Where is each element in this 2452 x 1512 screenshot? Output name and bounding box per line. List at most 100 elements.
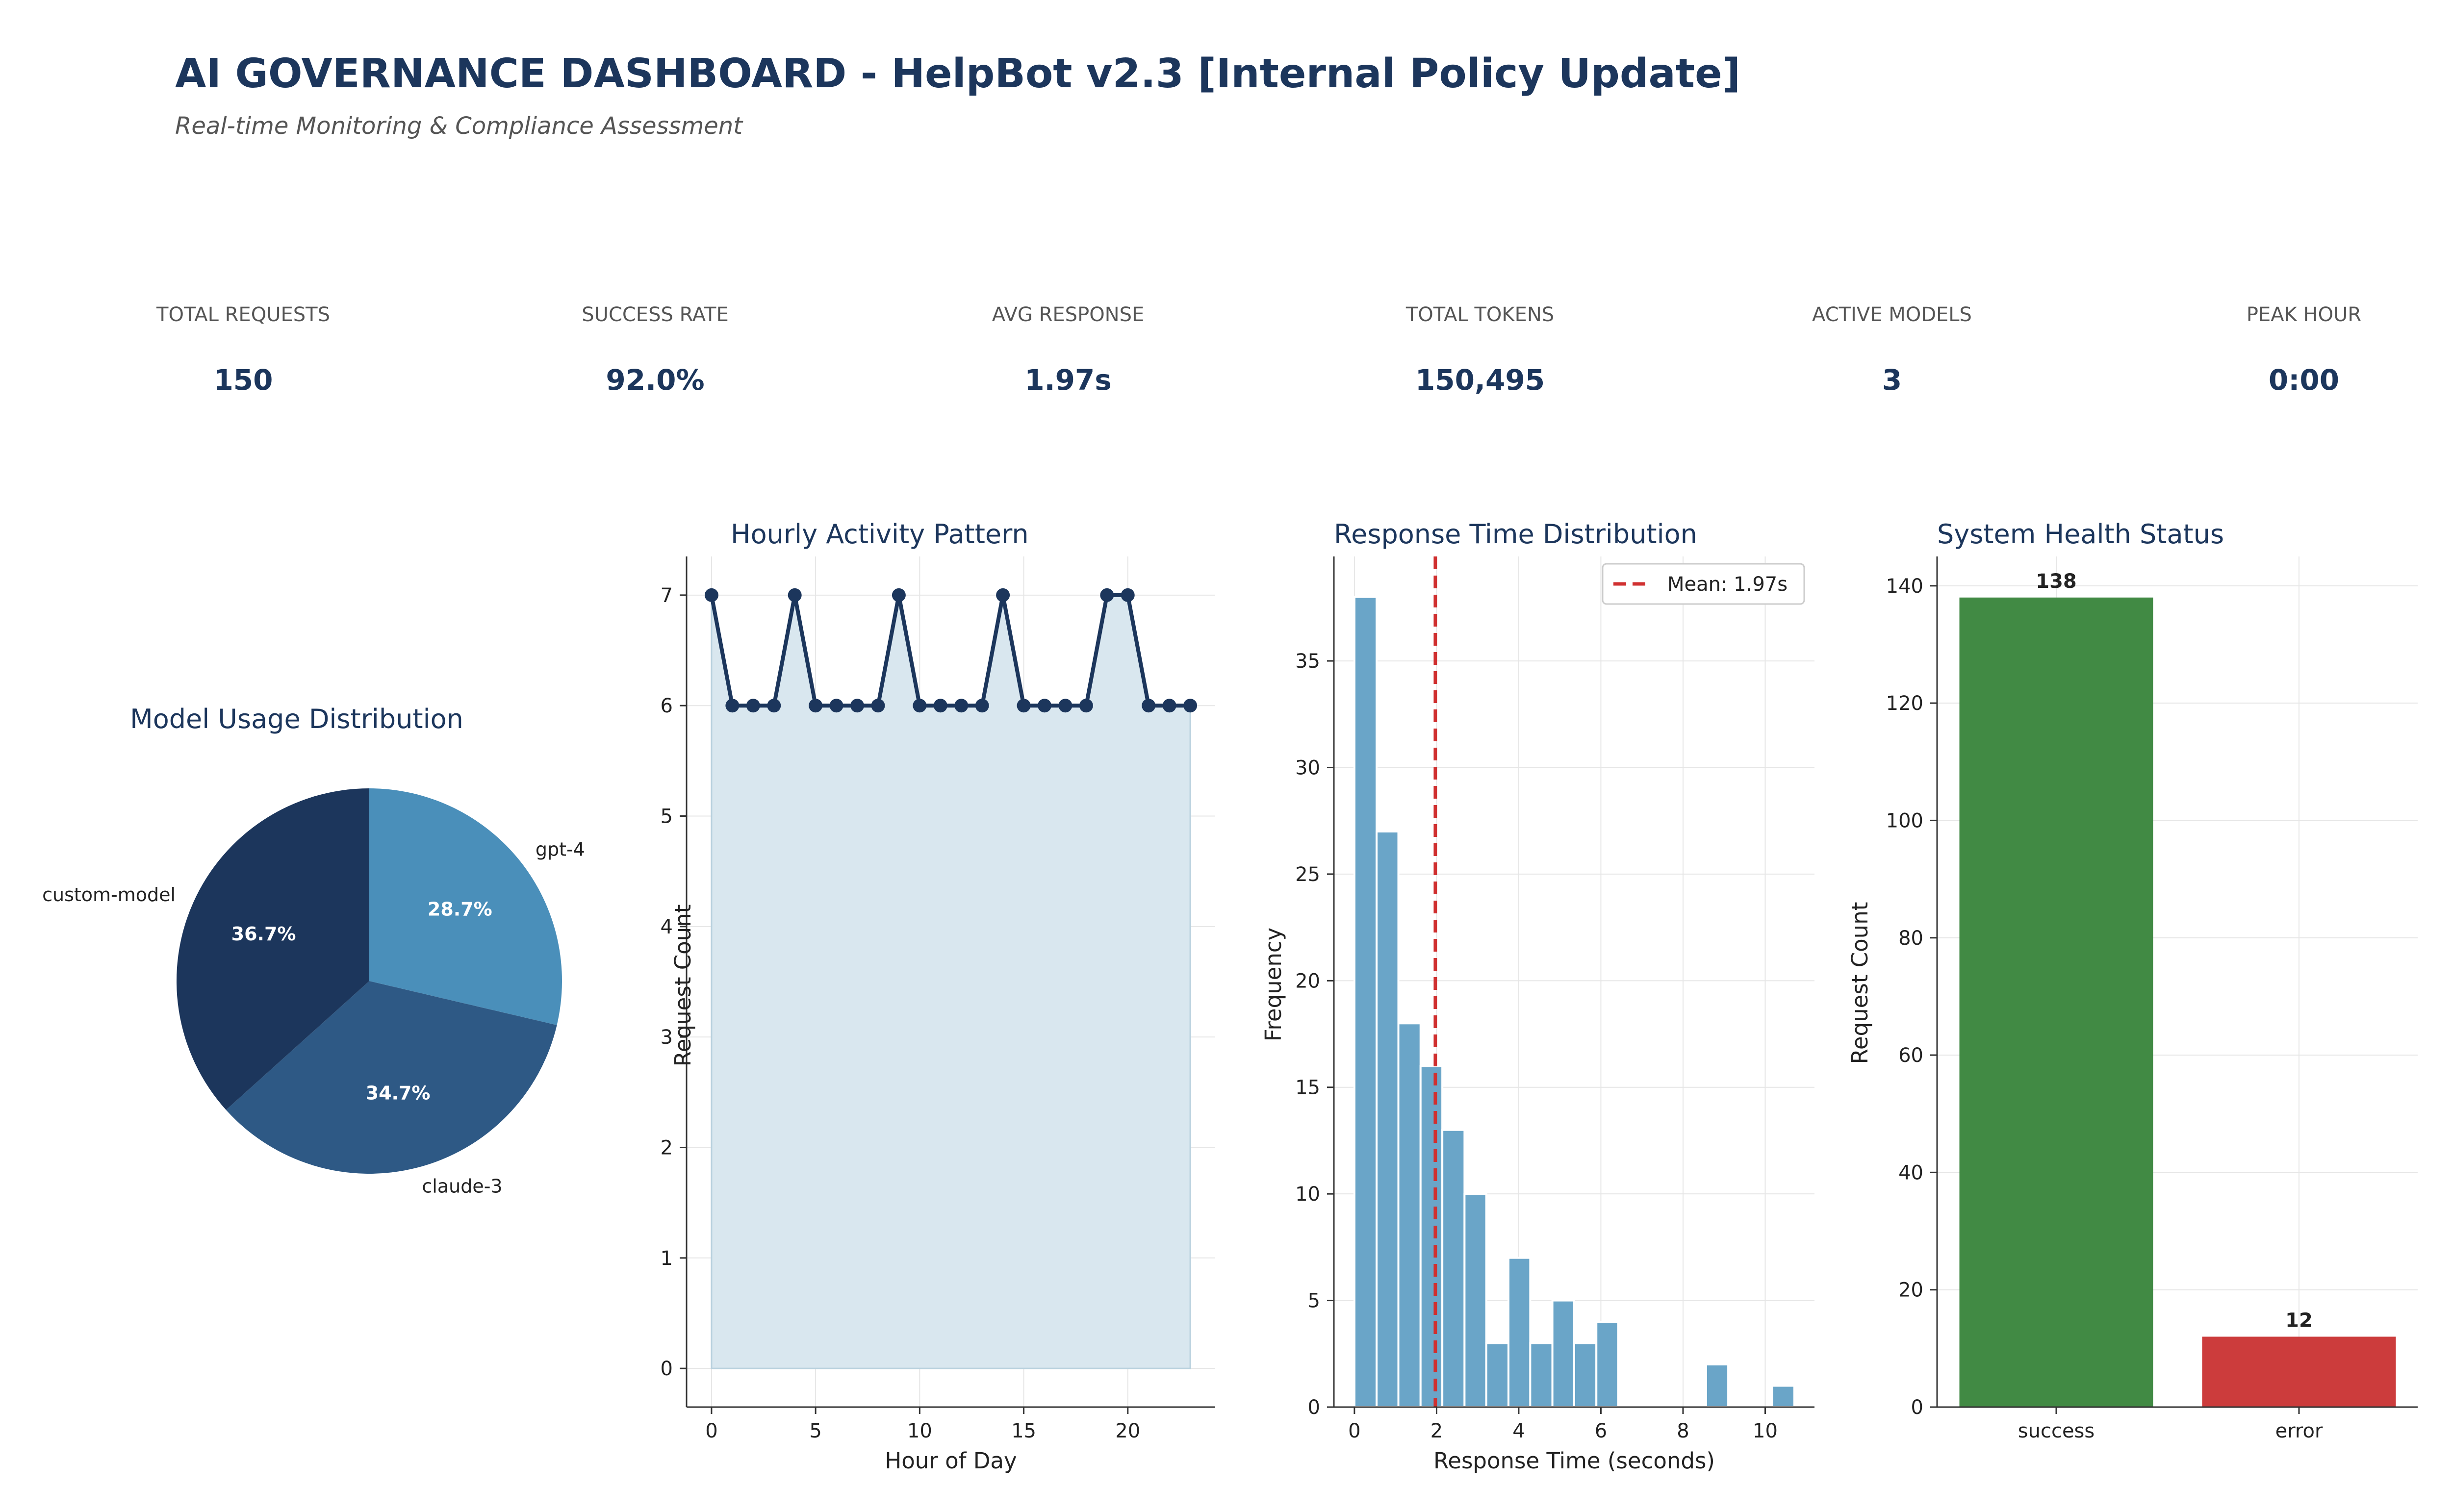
kpi-label: AVG RESPONSE xyxy=(992,303,1145,326)
kpi-label: SUCCESS RATE xyxy=(582,303,728,326)
y-tick-label: 0 xyxy=(661,1358,673,1380)
data-point xyxy=(913,699,927,713)
legend-box xyxy=(1602,563,1805,605)
kpi-label: TOTAL TOKENS xyxy=(1405,303,1554,326)
data-point xyxy=(892,588,906,602)
histogram-bar xyxy=(1771,1385,1795,1409)
bar-value-label: 12 xyxy=(2285,1309,2313,1332)
kpi-value: 0:00 xyxy=(2269,363,2339,397)
y-axis-label: Request Count xyxy=(670,905,696,1067)
kpi-value: 150,495 xyxy=(1415,363,1545,397)
pie-slice-custom-model xyxy=(177,788,369,1110)
y-tick-label: 10 xyxy=(1295,1183,1320,1206)
kpi-label: TOTAL REQUESTS xyxy=(156,303,330,326)
x-tick-label: 2 xyxy=(1430,1420,1443,1442)
y-tick-label: 20 xyxy=(1295,970,1320,992)
x-tick-label: 0 xyxy=(1348,1420,1360,1442)
kpi-value: 150 xyxy=(213,363,273,397)
pie-category-label: custom-model xyxy=(42,884,176,906)
data-point xyxy=(850,699,865,713)
data-point xyxy=(1142,699,1156,713)
x-axis-label: Response Time (seconds) xyxy=(1433,1448,1715,1474)
x-tick-label: 10 xyxy=(1753,1420,1778,1442)
hourly-activity-line-chart: Hourly Activity Pattern 0 5 10 15 20 0 1 2 3 4 5 6 7 H… xyxy=(661,519,1215,1474)
y-tick-label: 2 xyxy=(661,1136,673,1159)
histogram-bar xyxy=(1353,596,1378,1408)
data-point xyxy=(704,588,718,602)
data-point xyxy=(809,699,823,713)
kpi-label: ACTIVE MODELS xyxy=(1812,303,1972,326)
data-point xyxy=(829,699,843,713)
y-axis-label: Frequency xyxy=(1260,928,1286,1041)
data-point xyxy=(1162,699,1176,713)
histogram-bar xyxy=(1705,1363,1730,1408)
y-tick-label: 5 xyxy=(1308,1290,1320,1312)
x-tick-label: 10 xyxy=(907,1420,932,1442)
y-tick-label: 100 xyxy=(1886,809,1923,832)
x-tick-label: 15 xyxy=(1011,1420,1036,1442)
data-point xyxy=(1058,699,1073,713)
data-point xyxy=(871,699,885,713)
histogram-bar xyxy=(1529,1342,1554,1408)
y-tick-label: 0 xyxy=(1308,1396,1320,1419)
y-tick-label: 25 xyxy=(1295,863,1320,886)
kpi-value: 1.97s xyxy=(1024,363,1112,397)
pie-percent-label: 36.7% xyxy=(231,923,296,945)
histogram-bar xyxy=(1419,1065,1444,1409)
pie-percent-label: 28.7% xyxy=(428,899,492,920)
data-point xyxy=(767,699,781,713)
bar-value-label: 138 xyxy=(2036,570,2077,593)
histogram-bar xyxy=(1573,1342,1598,1408)
y-tick-label: 6 xyxy=(661,695,673,717)
x-tick-label: error xyxy=(2275,1420,2323,1442)
model-usage-pie-chart: Model Usage Distribution 28.7% gpt-4 34.7% c… xyxy=(42,704,585,1197)
y-tick-label: 40 xyxy=(1898,1161,1923,1184)
data-point xyxy=(1100,588,1114,602)
chart-title: Model Usage Distribution xyxy=(130,704,463,734)
data-point xyxy=(725,699,740,713)
data-point xyxy=(1183,699,1198,713)
pie-category-label: gpt-4 xyxy=(536,839,585,860)
area-fill xyxy=(711,594,1191,1369)
dashboard-title: AI GOVERNANCE DASHBOARD - HelpBot v2.3 [… xyxy=(175,50,1740,97)
x-tick-label: 20 xyxy=(1115,1420,1140,1442)
histogram-bar xyxy=(1463,1193,1487,1408)
y-tick-label: 30 xyxy=(1295,756,1320,779)
pie-percent-label: 34.7% xyxy=(366,1082,431,1104)
histogram-bar xyxy=(1485,1342,1509,1408)
histogram-bar xyxy=(1376,830,1400,1408)
bar-success xyxy=(1959,597,2153,1407)
histogram-bar xyxy=(1595,1321,1619,1409)
response-time-histogram: Response Time Distribution Mean: 1.97s 0 2 4… xyxy=(1260,519,1814,1474)
data-point xyxy=(1037,699,1051,713)
y-tick-label: 7 xyxy=(661,584,673,607)
pie-slice-gpt-4 xyxy=(369,788,562,1025)
x-tick-label: 4 xyxy=(1512,1420,1525,1442)
y-tick-label: 140 xyxy=(1886,575,1923,598)
bar-error xyxy=(2202,1336,2396,1407)
data-point xyxy=(975,699,989,713)
kpi-row: TOTAL REQUESTS 150 SUCCESS RATE 92.0% AVG RE… xyxy=(156,303,2361,397)
x-tick-label: 8 xyxy=(1677,1420,1689,1442)
system-health-bar-chart: System Health Status 138 success 12 error 0 20… xyxy=(1847,519,2418,1442)
y-tick-label: 3 xyxy=(661,1026,673,1049)
kpi-value: 92.0% xyxy=(606,363,704,397)
legend-label: Mean: 1.97s xyxy=(1667,573,1788,596)
chart-title: Response Time Distribution xyxy=(1334,519,1697,550)
y-tick-label: 60 xyxy=(1898,1044,1923,1067)
dashboard-subtitle: Real-time Monitoring & Compliance Assess… xyxy=(175,112,743,140)
y-tick-label: 20 xyxy=(1898,1279,1923,1302)
x-tick-label: 0 xyxy=(705,1420,717,1442)
y-tick-label: 0 xyxy=(1911,1396,1923,1419)
kpi-label: PEAK HOUR xyxy=(2247,303,2361,326)
pie-slice-claude-3 xyxy=(226,981,557,1174)
x-tick-label: 5 xyxy=(809,1420,821,1442)
y-tick-label: 80 xyxy=(1898,927,1923,950)
histogram-bar xyxy=(1441,1129,1466,1408)
histogram-bar xyxy=(1551,1299,1576,1409)
data-point xyxy=(1121,588,1135,602)
pie-category-label: claude-3 xyxy=(422,1176,502,1197)
data-point xyxy=(933,699,947,713)
data-point xyxy=(1079,699,1093,713)
